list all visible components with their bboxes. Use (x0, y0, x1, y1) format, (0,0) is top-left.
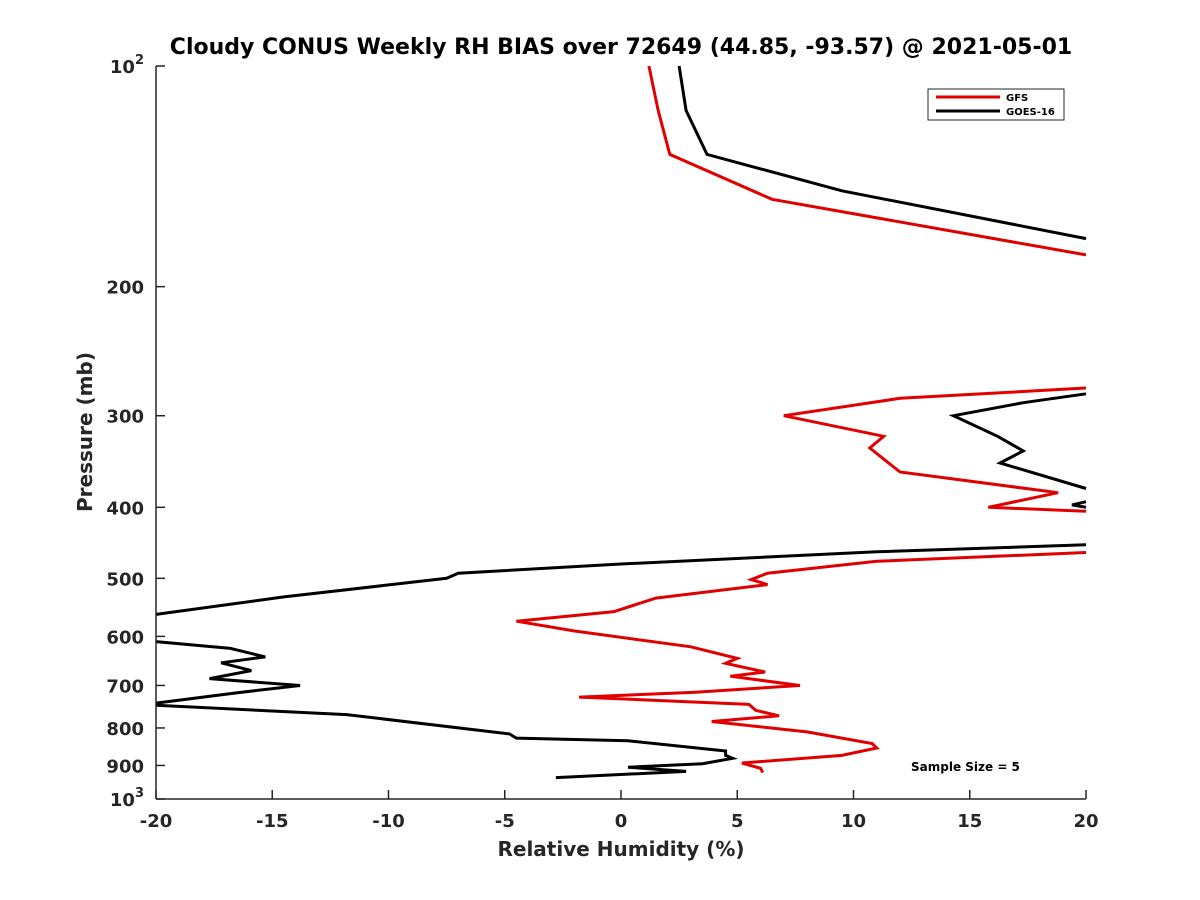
y-tick-label: 103 (110, 786, 144, 811)
sample-size-annotation: Sample Size = 5 (911, 760, 1020, 774)
x-tick-label: 10 (841, 811, 866, 832)
x-ticks: -20 -15 -10 -5 0 5 10 15 20 (140, 790, 1099, 832)
y-axis-label: Pressure (mb) (73, 352, 97, 512)
y-ticks: 102 200 300 400 500 600 700 800 900 103 (106, 53, 165, 811)
x-tick-label: -20 (140, 811, 173, 832)
series-line-goes16-segment-5 (155, 703, 738, 780)
x-tick-label: 20 (1073, 811, 1098, 832)
y-tick-label: 200 (106, 278, 144, 299)
series-line-goes16-segment-2 (1071, 500, 1087, 509)
series-line-gfs-segment-1 (783, 386, 1087, 513)
y-tick-label: 102 (110, 53, 144, 78)
axes: -20 -15 -10 -5 0 5 10 15 20 102 200 300 400 500 600 70… (106, 53, 1098, 832)
x-axis-label: Relative Humidity (%) (497, 837, 744, 861)
x-tick-label: 5 (731, 811, 744, 832)
x-tick-label: -15 (256, 811, 289, 832)
y-tick-label: 800 (106, 719, 144, 740)
series-line-goes16-segment-1 (948, 392, 1087, 490)
chart-title: Cloudy CONUS Weekly RH BIAS over 72649 (… (170, 35, 1072, 60)
y-tick-label: 300 (106, 407, 144, 428)
y-tick-label: 900 (106, 756, 144, 777)
y-tick-label: 700 (106, 676, 144, 697)
x-tick-label: -10 (372, 811, 405, 832)
legend-box (927, 88, 1065, 121)
x-tick-label: 0 (615, 811, 628, 832)
x-tick-label: -5 (495, 811, 515, 832)
x-tick-label: 15 (957, 811, 982, 832)
y-tick-label: 400 (106, 498, 144, 519)
legend-label-goes16: GOES-16 (1006, 107, 1055, 118)
legend: GFS GOES-16 (927, 88, 1065, 121)
y-tick-label: 600 (106, 627, 144, 648)
series-line-goes16-segment-3 (155, 543, 1087, 616)
series-line-goes16-segment-0 (677, 65, 1087, 241)
series-line-goes16-segment-4 (155, 640, 301, 705)
series-line-gfs-segment-2 (516, 551, 1087, 774)
y-tick-label: 500 (106, 569, 144, 590)
legend-label-gfs: GFS (1006, 93, 1028, 104)
series-layer (155, 65, 1087, 780)
series-line-gfs-segment-0 (647, 65, 1087, 257)
